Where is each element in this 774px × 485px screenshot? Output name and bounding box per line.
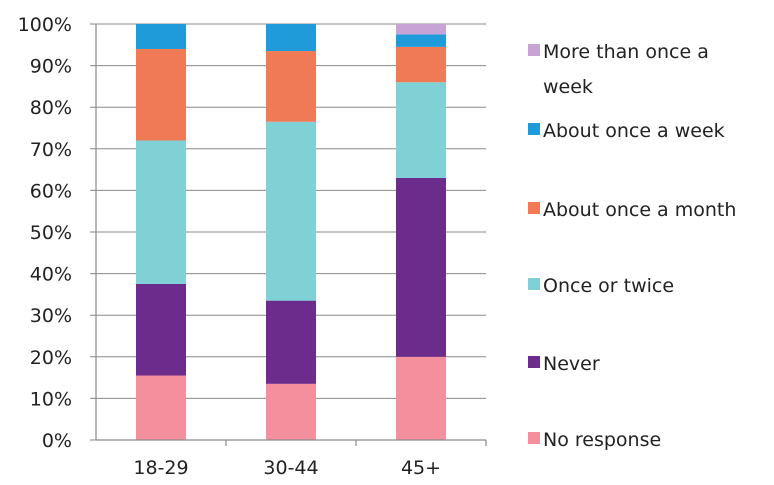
y-tick-label: 30% (30, 305, 72, 327)
y-tick-label: 70% (30, 139, 72, 161)
legend-label: No response (543, 429, 661, 451)
bar-segment (396, 34, 446, 47)
legend-label: Never (543, 353, 600, 375)
y-tick-label: 80% (30, 97, 72, 119)
legend-swatch (528, 44, 540, 56)
bar-segment (136, 375, 186, 440)
y-tick-label: 50% (30, 222, 72, 244)
y-tick-label: 20% (30, 347, 72, 369)
legend-label: About once a month (543, 199, 736, 221)
legend-label: week (543, 76, 593, 98)
legend-swatch (528, 278, 540, 290)
x-tick-label: 18-29 (133, 457, 188, 479)
y-tick-label: 100% (18, 14, 72, 36)
bar-segment (266, 51, 316, 122)
legend-label: More than once a (543, 41, 709, 63)
bar-segment (266, 121, 316, 301)
legend-swatch (528, 202, 540, 214)
y-tick-label: 40% (30, 264, 72, 286)
bar-segment (136, 24, 186, 49)
bar-segment (266, 383, 316, 440)
y-tick-label: 90% (30, 56, 72, 78)
bar-segment (396, 24, 446, 35)
bar-segment (136, 48, 186, 141)
legend-swatch (528, 123, 540, 135)
x-tick-label: 45+ (401, 457, 441, 479)
legend-swatch (528, 356, 540, 368)
y-tick-label: 60% (30, 180, 72, 202)
bar-segment (266, 300, 316, 384)
y-tick-label: 0% (42, 430, 72, 452)
bar-segment (396, 82, 446, 178)
legend-swatch (528, 432, 540, 444)
bar-segment (396, 177, 446, 357)
y-tick-label: 10% (30, 388, 72, 410)
bar-segment (136, 140, 186, 284)
bar-segment (396, 356, 446, 440)
legend-label: Once or twice (543, 275, 674, 297)
bar-segment (266, 24, 316, 52)
bar-segment (136, 284, 186, 376)
bar-segment (396, 46, 446, 83)
x-tick-label: 30-44 (263, 457, 318, 479)
legend-label: About once a week (543, 120, 725, 142)
